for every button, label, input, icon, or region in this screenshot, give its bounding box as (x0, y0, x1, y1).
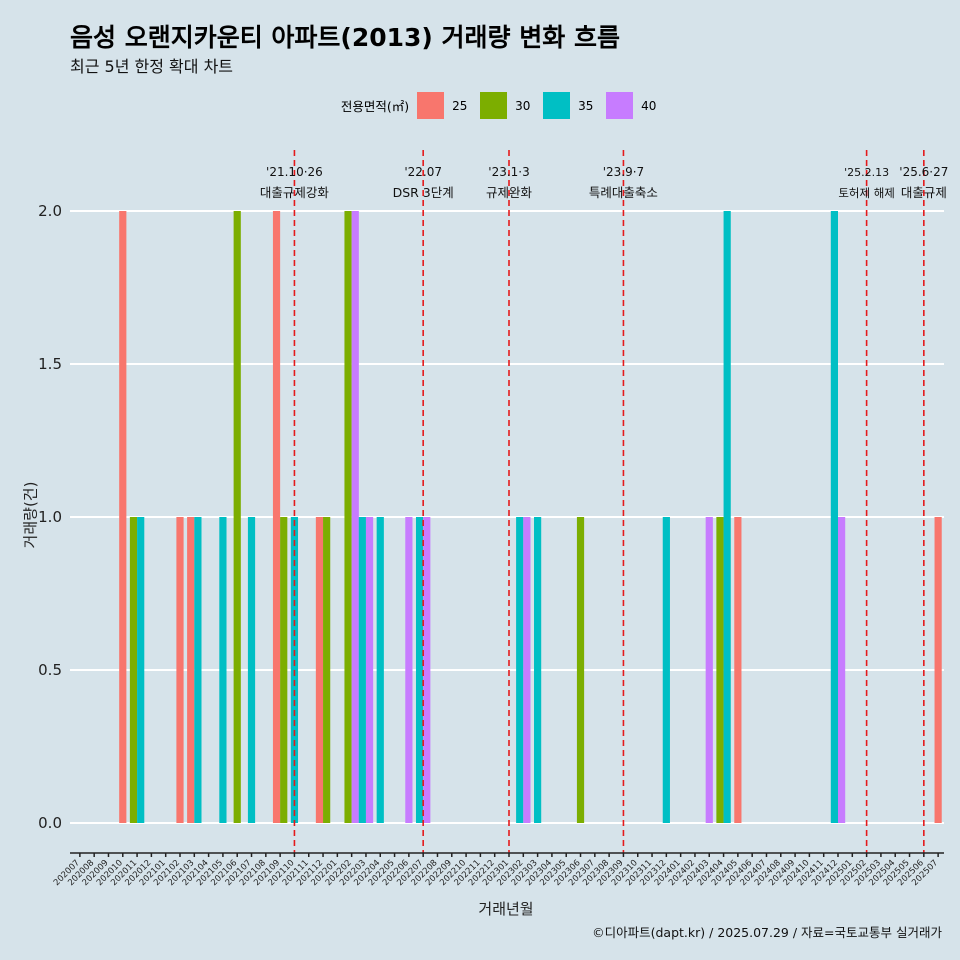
legend-swatch-25 (417, 92, 445, 119)
y-tick-label: 0.5 (38, 661, 62, 679)
legend: 전용면적(㎡) 25 30 35 40 (0, 92, 960, 119)
bar-202405-25 (734, 517, 742, 823)
bar-202302-35 (516, 517, 524, 823)
legend-label-40: 40 (641, 98, 657, 113)
event-date-202301: '23.1·3 (488, 165, 529, 179)
event-label-202110: 대출규제강화 (260, 185, 330, 200)
legend-label-25: 25 (452, 98, 468, 113)
bar-202404-35 (723, 211, 731, 823)
bar-202207-40 (423, 517, 431, 823)
bar-202306-30 (576, 517, 585, 823)
x-axis-label: 거래년월 (478, 900, 534, 918)
y-tick-label: 2.0 (38, 202, 62, 220)
event-label-202502: 토허제 해제 (838, 186, 895, 200)
bar-202207-35 (415, 517, 424, 823)
y-axis-label: 거래량(건) (21, 481, 40, 549)
event-date-202506: '25.6·27 (899, 165, 948, 179)
bar-202109-25 (272, 211, 281, 823)
y-tick-label: 0.0 (38, 814, 62, 832)
bar-202202-40 (351, 211, 359, 823)
bar-202106-30 (233, 211, 241, 823)
bar-202203-35 (358, 517, 366, 823)
bar-202103-25 (187, 517, 195, 823)
legend-swatch-30 (480, 92, 508, 119)
bar-202102-25 (176, 517, 184, 823)
legend-item-35: 35 (543, 92, 596, 119)
event-label-202301: 규제완화 (486, 185, 533, 200)
bar-202107-35 (247, 517, 256, 823)
bar-202302-40 (523, 517, 531, 823)
bar-202202-30 (344, 211, 352, 823)
chart-title: 음성 오랜지카운티 아파트(2013) 거래량 변화 흐름 (70, 23, 620, 52)
bar-202312-35 (662, 517, 670, 823)
bar-202203-40 (365, 517, 374, 823)
legend-title: 전용면적(㎡) (340, 99, 410, 114)
bar-202303-35 (534, 517, 542, 823)
bar-202109-30 (280, 517, 288, 823)
legend-item-30: 30 (480, 92, 533, 119)
event-date-202309: '23.9·7 (603, 165, 644, 179)
bar-202403-40 (705, 517, 713, 823)
bar-202112-25 (315, 517, 324, 823)
bar-202105-35 (219, 517, 227, 823)
event-label-202207: DSR 3단계 (393, 185, 454, 200)
event-date-202110: '21.10·26 (266, 165, 323, 179)
bar-202011-30 (129, 517, 138, 823)
bar-202412-40 (838, 517, 846, 823)
event-label-202309: 특례대출축소 (589, 185, 658, 200)
bar-202103-35 (194, 517, 202, 823)
event-label-202506: 대출규제 (901, 185, 947, 200)
bar-202206-40 (405, 517, 413, 823)
bar-202412-35 (830, 211, 839, 823)
legend-swatch-40 (606, 92, 634, 119)
y-tick-label: 1.0 (38, 508, 62, 526)
legend-label-30: 30 (515, 98, 531, 113)
legend-label-35: 35 (578, 98, 594, 113)
legend-swatch-35 (543, 92, 571, 119)
bar-202011-35 (137, 517, 145, 823)
event-date-202207: '22.07 (404, 165, 442, 179)
bar-202010-25 (119, 211, 127, 823)
y-tick-label: 1.5 (38, 355, 62, 373)
event-date-202502: '25.2.13 (844, 166, 889, 179)
chart-subtitle: 최근 5년 한정 확대 차트 (70, 57, 234, 76)
bar-202112-30 (323, 517, 331, 823)
source-caption: ©디아파트(dapt.kr) / 2025.07.29 / 자료=국토교통부 실… (592, 925, 942, 940)
bar-202204-35 (376, 517, 384, 823)
legend-item-40: 40 (606, 92, 659, 119)
bar-202404-30 (716, 517, 724, 823)
bar-202507-25 (934, 517, 942, 823)
legend-item-25: 25 (417, 92, 470, 119)
